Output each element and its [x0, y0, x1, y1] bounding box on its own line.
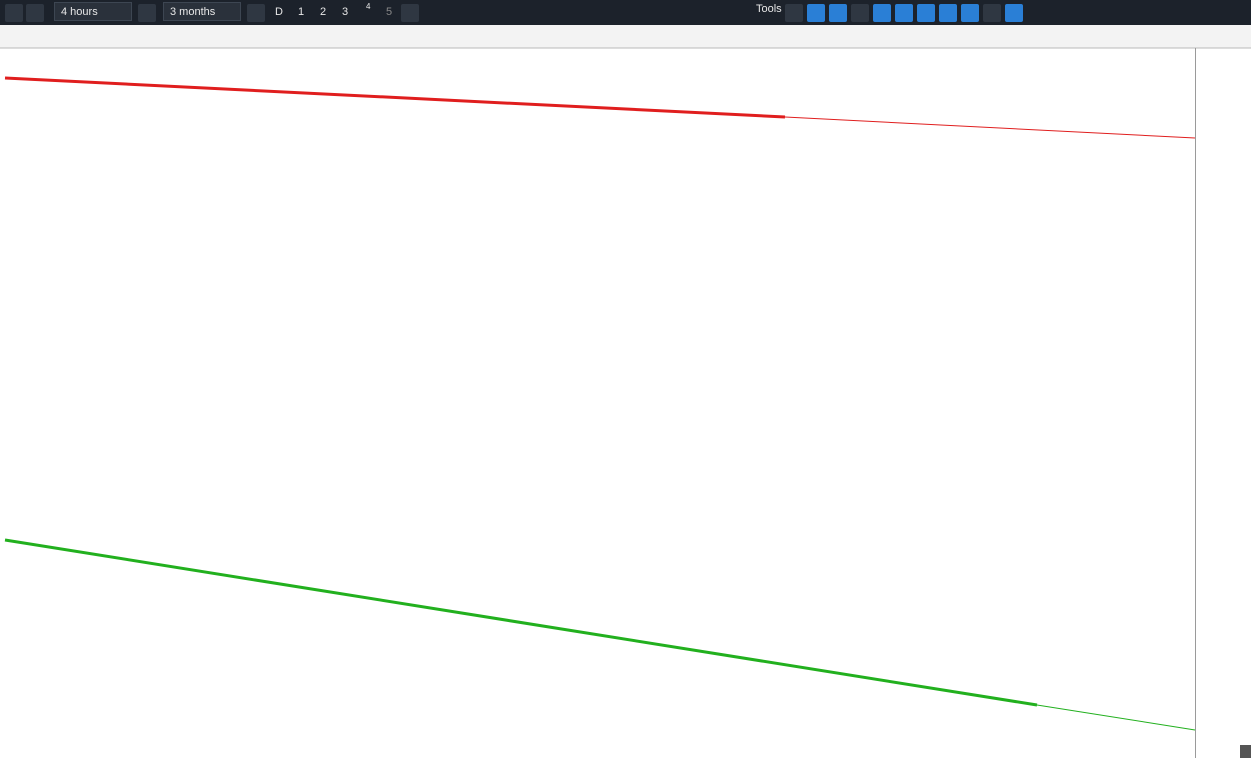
tool-button[interactable]: [895, 4, 913, 22]
scroll-corner: [1240, 745, 1251, 758]
period-button[interactable]: 3: [342, 6, 349, 18]
support-trendline: [4, 538, 1038, 707]
resistance-trendline-extension: [784, 116, 1196, 139]
tools-label: Tools: [756, 3, 782, 15]
period-button[interactable]: 1: [298, 6, 305, 18]
print-button[interactable]: [983, 4, 1001, 22]
support-trendline-extension: [1036, 704, 1196, 731]
date-axis-background: [0, 25, 1251, 48]
period-button[interactable]: 2: [320, 6, 327, 18]
tool-button[interactable]: [939, 4, 957, 22]
resistance-trendline: [4, 76, 786, 119]
tool-button[interactable]: [807, 4, 825, 22]
chart-background: [0, 25, 1251, 758]
menu-icon[interactable]: [5, 4, 23, 22]
tool-button[interactable]: [917, 4, 935, 22]
tool-button[interactable]: [1005, 4, 1023, 22]
range-dropdown[interactable]: 3 months: [163, 2, 241, 21]
calendar-icon[interactable]: [247, 4, 265, 22]
tool-button[interactable]: [851, 4, 869, 22]
tool-button[interactable]: [785, 4, 803, 22]
options-icon[interactable]: [401, 4, 419, 22]
tool-button[interactable]: [873, 4, 891, 22]
settings-icon[interactable]: [26, 4, 44, 22]
toolbar: 4 hours 3 months D 1 2 3 4 5 Tools: [0, 0, 1251, 25]
lock-icon[interactable]: [138, 4, 156, 22]
interval-dropdown[interactable]: 4 hours: [54, 2, 132, 21]
period-button[interactable]: 4: [366, 2, 371, 11]
period-button[interactable]: 5: [386, 6, 393, 18]
period-button[interactable]: D: [275, 6, 283, 18]
tool-button[interactable]: [961, 4, 979, 22]
tool-button[interactable]: [829, 4, 847, 22]
